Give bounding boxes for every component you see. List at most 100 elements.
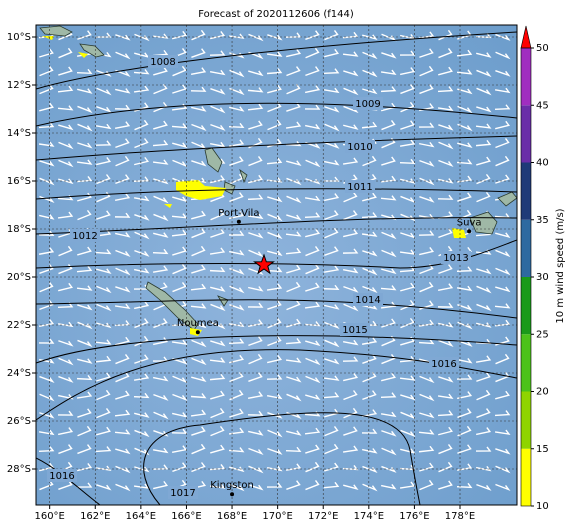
wind-barb [39, 160, 55, 167]
wind-barb [96, 87, 112, 96]
wind-barb [381, 231, 397, 240]
wind-barb [76, 68, 93, 75]
wind-barb [115, 267, 131, 276]
wind-barb [494, 303, 511, 309]
wind-barb [324, 358, 340, 365]
axes: 160°E 162°E 164°E 166°E 168°E 170°E 172°E 174°E… [7, 32, 475, 522]
wind-barb [286, 281, 301, 293]
wind-barb [229, 372, 244, 383]
wind-barb [191, 106, 207, 112]
wind-barb [438, 178, 454, 184]
wind-barb [324, 160, 340, 166]
wind-barb [381, 268, 397, 275]
wind-barb [419, 48, 434, 58]
y-tick-label: 28°S [7, 464, 31, 475]
wind-barb [77, 425, 92, 437]
wind-barb [210, 286, 226, 292]
wind-barb [172, 358, 188, 365]
wind-barb [286, 160, 302, 166]
wind-barb [456, 482, 473, 489]
wind-barb [305, 461, 320, 473]
wind-barb [209, 463, 226, 471]
wind-barb [172, 375, 188, 384]
isobar-label: 1013 [443, 253, 468, 264]
wind-barb [171, 213, 188, 219]
wind-barb [419, 246, 435, 256]
wind-barb [267, 119, 282, 131]
colorbar-tick-label: 50 [536, 43, 549, 54]
wind-barb [495, 465, 511, 474]
wind-barb [95, 123, 112, 130]
wind-barb [229, 267, 245, 275]
colorbar-segment [521, 448, 531, 506]
wind-barb [495, 174, 510, 184]
wind-barb [476, 106, 492, 113]
wind-barb [362, 69, 378, 78]
wind-barb [400, 213, 416, 222]
wind-barb [172, 159, 188, 168]
colorbar-tick-label: 10 [536, 501, 549, 512]
wind-barb [343, 229, 359, 238]
wind-barb [153, 411, 169, 420]
wind-barb [248, 465, 264, 474]
wind-barb [153, 195, 169, 204]
colorbar: 10 15 20 25 30 35 40 45 50 [520, 25, 549, 512]
wind-barb [38, 338, 55, 344]
wind-barb [437, 283, 454, 292]
wind-barb [76, 391, 93, 399]
wind-barb [419, 177, 435, 186]
wind-barb [191, 245, 206, 257]
wind-barb [400, 178, 416, 184]
wind-barb [475, 465, 492, 472]
wind-barb [58, 141, 74, 150]
isobar-label: 1008 [150, 57, 175, 68]
wind-barb [171, 339, 188, 346]
wind-barb [39, 462, 54, 472]
wind-barb [381, 120, 396, 131]
wind-barb [58, 264, 73, 275]
wind-barb [210, 105, 226, 114]
wind-barb [342, 356, 359, 362]
wind-barb [342, 465, 359, 471]
wind-barb [361, 231, 378, 237]
wind-barb [438, 264, 453, 275]
wind-barb [381, 318, 396, 328]
x-tick-label: 168°E [217, 511, 247, 522]
wind-barb [267, 84, 282, 94]
wind-barb [172, 196, 188, 203]
wind-barb [495, 249, 511, 258]
wind-barb [210, 123, 226, 131]
wind-barb [115, 336, 130, 346]
wind-barb [419, 196, 435, 203]
y-tick-label: 20°S [7, 272, 31, 283]
wind-barb [39, 65, 54, 77]
wind-barb [115, 354, 130, 365]
wind-barb [419, 375, 435, 384]
wind-barb [191, 426, 206, 436]
wind-barb [210, 175, 226, 184]
wind-barb [190, 283, 207, 291]
wind-barb [39, 214, 55, 220]
wind-barb [342, 267, 359, 274]
wind-barb [380, 392, 397, 398]
wind-barb [418, 319, 435, 327]
wind-barb [191, 376, 207, 383]
wind-barb [76, 285, 93, 291]
wind-barb [96, 210, 111, 220]
wind-barb [191, 357, 207, 366]
wind-barb [134, 267, 150, 274]
wind-barb [96, 191, 111, 203]
wind-barb [457, 391, 473, 400]
wind-barb [229, 106, 245, 112]
wind-barb [95, 249, 112, 255]
wind-barb [362, 155, 377, 167]
wind-barb [495, 70, 511, 77]
wind-barb [437, 194, 454, 200]
wind-barb [58, 178, 74, 185]
wind-barb [96, 285, 112, 294]
wind-barb [456, 175, 473, 183]
wind-barb [57, 302, 74, 308]
wind-barb [419, 159, 435, 167]
y-tick-label: 16°S [7, 176, 31, 187]
place-marker [236, 219, 241, 224]
